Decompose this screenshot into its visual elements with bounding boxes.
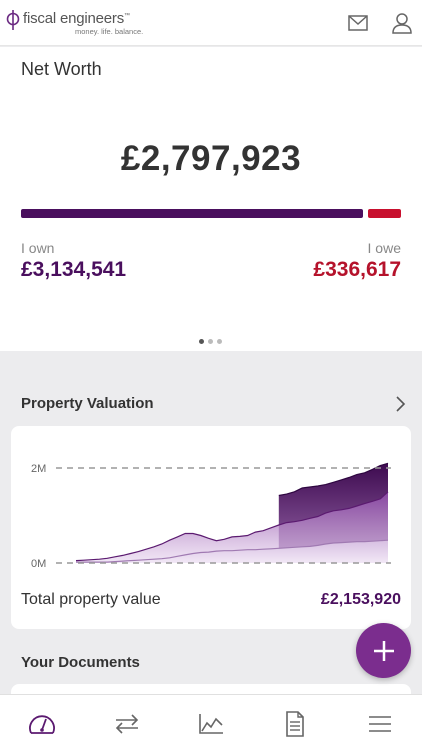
mail-icon [348, 14, 368, 31]
nav-menu[interactable] [360, 709, 400, 739]
own-bar [21, 209, 363, 218]
property-valuation-card[interactable]: 2M 0M Total property value £2,153,920 [11, 426, 411, 629]
carousel-dot[interactable] [217, 339, 222, 344]
chevron-right-icon[interactable] [393, 395, 407, 413]
menu-icon [368, 716, 391, 732]
add-button[interactable] [356, 623, 411, 678]
user-icon [392, 12, 412, 34]
owe-amount: £336,617 [313, 258, 401, 281]
owe-bar [368, 209, 401, 218]
y-tick-label: 0M [31, 558, 46, 570]
nav-transfers[interactable] [107, 709, 147, 739]
phi-logo-icon [6, 10, 20, 30]
owe-label: I owe [367, 240, 401, 256]
dashboard-icon [29, 715, 56, 734]
property-valuation-title[interactable]: Property Valuation [21, 395, 154, 412]
transfer-icon [115, 714, 138, 734]
documents-title[interactable]: Your Documents [21, 654, 140, 671]
brand-name: fiscal engineers™ [23, 10, 130, 27]
messages-button[interactable] [346, 11, 370, 35]
brand-tagline: money. life. balance. [75, 27, 144, 36]
bottom-navigation [0, 694, 422, 750]
chart-icon [199, 714, 223, 734]
series-area [76, 491, 388, 563]
plus-icon [373, 640, 394, 661]
carousel-dot[interactable] [208, 339, 213, 344]
net-worth-amount: £2,797,923 [120, 139, 302, 178]
own-label: I own [21, 240, 55, 256]
app-header: fiscal engineers™ money. life. balance. [0, 0, 422, 46]
brand-logo[interactable]: fiscal engineers™ money. life. balance. [6, 8, 143, 37]
nav-charts[interactable] [191, 709, 231, 739]
nav-dashboard[interactable] [22, 709, 62, 739]
carousel-dots[interactable] [199, 339, 222, 344]
series-area [76, 540, 388, 563]
series-line [278, 462, 389, 497]
y-tick-label: 2M [31, 463, 46, 475]
series-line [75, 491, 389, 562]
document-icon [286, 711, 305, 737]
total-property-value: £2,153,920 [320, 591, 401, 608]
profile-button[interactable] [390, 11, 414, 35]
net-worth-title: Net Worth [21, 59, 102, 79]
own-amount: £3,134,541 [21, 258, 127, 281]
nav-documents[interactable] [275, 709, 315, 739]
total-property-label: Total property value [21, 591, 161, 608]
carousel-dot[interactable] [199, 339, 204, 344]
series-line [76, 539, 389, 563]
net-worth-card[interactable]: Net Worth £2,797,923 I own I owe £3,134,… [0, 47, 422, 351]
property-value-chart: 2M 0M [31, 462, 391, 570]
